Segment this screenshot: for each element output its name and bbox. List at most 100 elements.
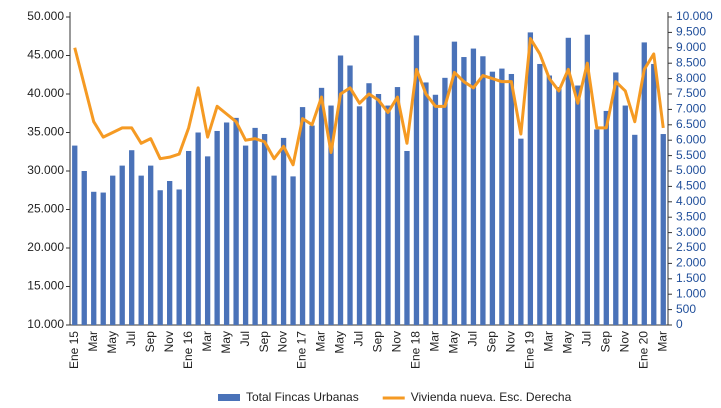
bar [537, 63, 543, 325]
y-tick-label: 40.000 [27, 86, 64, 100]
x-tick-label: Nov [617, 331, 631, 352]
y2-tick-label: 8.000 [676, 71, 706, 85]
bar [214, 130, 220, 325]
y2-tick-label: 5.500 [676, 148, 706, 162]
y2-tick-label: 0 [676, 317, 683, 331]
x-tick-label: Mar [86, 331, 100, 352]
x-tick-label: Nov [504, 331, 518, 352]
y-tick-label: 15.000 [27, 279, 64, 293]
y-tick-label: 30.000 [27, 163, 64, 177]
bar [242, 145, 249, 325]
bar [375, 94, 382, 325]
y2-tick-label: 2.500 [676, 240, 706, 254]
x-tick-label: Nov [276, 331, 290, 352]
bar [366, 83, 372, 325]
bar [138, 175, 144, 325]
y2-tick-label: 3.500 [676, 209, 706, 223]
bar [195, 132, 201, 325]
x-tick-label: May [561, 331, 575, 354]
x-tick-label: Mar [200, 331, 214, 352]
bar [148, 165, 154, 325]
y2-tick-label: 8.500 [676, 55, 706, 69]
x-tick-label: Jul [466, 331, 480, 346]
bar [565, 37, 571, 325]
bar [233, 117, 239, 326]
bar [280, 137, 287, 325]
bar [461, 57, 467, 325]
x-tick-label: May [447, 331, 461, 354]
y2-tick-label: 9.500 [676, 25, 706, 39]
bar [119, 165, 125, 325]
bar [423, 82, 429, 325]
x-tick-label: Mar [542, 331, 556, 352]
x-tick-label: Mar [428, 331, 442, 352]
bar [157, 190, 163, 325]
bar [91, 191, 97, 325]
x-tick-label: Mar [655, 331, 669, 352]
bar [328, 105, 334, 325]
x-tick-label: Mar [314, 331, 328, 352]
x-tick-label: Sep [485, 331, 499, 353]
bar [337, 55, 344, 325]
bar [356, 106, 363, 325]
x-tick-label: May [105, 331, 119, 354]
x-tick-label: Ene 15 [67, 331, 81, 369]
y2-tick-label: 10.000 [676, 9, 713, 23]
line [73, 37, 665, 167]
bar [176, 189, 182, 325]
bar [185, 150, 192, 325]
bar [81, 171, 87, 325]
bar [641, 42, 647, 325]
bar [594, 129, 600, 325]
bar [394, 87, 401, 325]
bar [432, 94, 439, 326]
bar [518, 138, 524, 325]
y2-tick-label: 500 [676, 302, 696, 316]
bar [651, 63, 657, 325]
x-tick-label: Ene 16 [181, 331, 195, 369]
bar [318, 87, 325, 325]
x-tick-label: May [333, 331, 347, 354]
bar [508, 73, 515, 325]
bar [100, 192, 106, 325]
bar [556, 87, 562, 325]
bar [613, 72, 619, 325]
bar [271, 175, 277, 325]
y2-tick-label: 7.500 [676, 86, 706, 100]
x-tick-label: Sep [257, 331, 271, 353]
y2-tick-label: 7.000 [676, 102, 706, 116]
x-tick-label: Jul [238, 331, 252, 346]
bar [451, 41, 458, 325]
x-tick-label: Sep [143, 331, 157, 353]
bar [299, 107, 306, 325]
bar [632, 134, 638, 325]
bar [347, 65, 353, 325]
bar [290, 176, 296, 325]
x-tick-label: Nov [162, 331, 176, 352]
bar [385, 105, 391, 325]
bar [660, 134, 666, 325]
y2-tick-label: 4.000 [676, 194, 706, 208]
y2-tick-label: 3.000 [676, 225, 706, 239]
x-tick-label: Ene 17 [295, 331, 309, 369]
y2-tick-label: 5.000 [676, 163, 706, 177]
y-tick-label: 10.000 [27, 317, 64, 331]
bar [499, 68, 505, 325]
bar [309, 125, 315, 325]
bar [480, 56, 486, 326]
y2-tick-label: 6.500 [676, 117, 706, 131]
x-tick-label: Jul [124, 331, 138, 346]
x-tick-label: Nov [390, 331, 404, 352]
legend-label: Vivienda nueva. Esc. Derecha [411, 390, 572, 404]
x-tick-label: Jul [579, 331, 593, 346]
bar [204, 156, 211, 325]
bar [470, 48, 477, 325]
bar [404, 150, 410, 325]
x-tick-label: Sep [371, 331, 385, 353]
y2-tick-label: 6.000 [676, 132, 706, 146]
y-tick-label: 45.000 [27, 48, 64, 62]
bar [527, 32, 534, 326]
bar [129, 150, 135, 325]
y-tick-label: 20.000 [27, 240, 64, 254]
